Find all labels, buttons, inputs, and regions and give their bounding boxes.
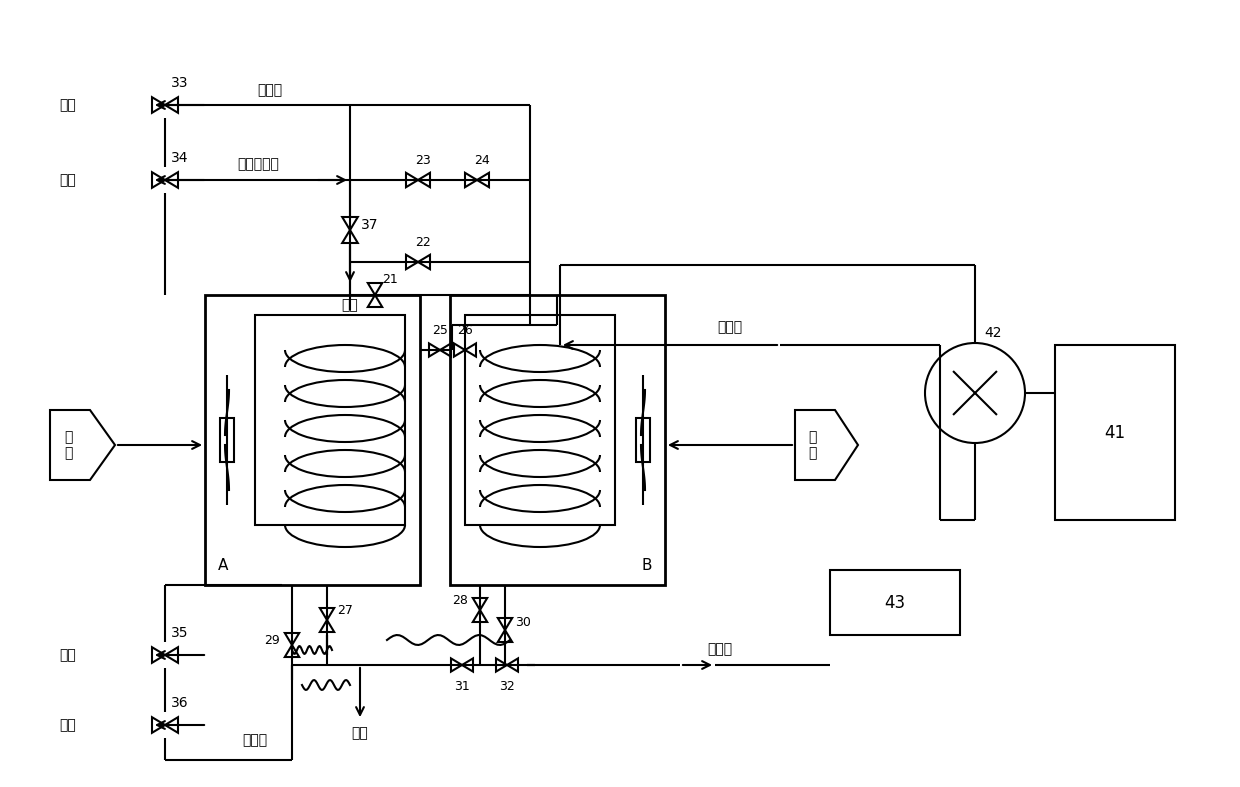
Text: 42: 42 bbox=[985, 326, 1002, 340]
Text: 排放: 排放 bbox=[342, 298, 358, 312]
Text: 空
气: 空 气 bbox=[807, 430, 816, 460]
Text: 发动机尾气: 发动机尾气 bbox=[237, 157, 279, 171]
Text: 车内: 车内 bbox=[60, 648, 77, 662]
Bar bbox=[636, 418, 650, 462]
Text: 25: 25 bbox=[432, 323, 448, 337]
Bar bbox=[830, 570, 960, 635]
Text: 36: 36 bbox=[171, 696, 188, 710]
Text: 43: 43 bbox=[884, 594, 905, 612]
Text: 33: 33 bbox=[171, 76, 188, 90]
Text: 水蒸气: 水蒸气 bbox=[708, 642, 733, 656]
Text: 41: 41 bbox=[1105, 424, 1126, 442]
Text: 室温水: 室温水 bbox=[718, 320, 743, 334]
Text: 车内: 车内 bbox=[60, 98, 77, 112]
Text: 23: 23 bbox=[415, 153, 430, 167]
Text: 22: 22 bbox=[415, 235, 430, 249]
Text: 35: 35 bbox=[171, 626, 188, 640]
Bar bbox=[255, 315, 405, 525]
Bar bbox=[205, 295, 420, 585]
Text: 30: 30 bbox=[515, 616, 531, 630]
Bar bbox=[1055, 345, 1176, 520]
Text: 29: 29 bbox=[264, 634, 280, 646]
Text: 32: 32 bbox=[500, 681, 515, 693]
Text: 排放: 排放 bbox=[352, 726, 368, 740]
Text: 28: 28 bbox=[453, 593, 467, 607]
Text: 热气管: 热气管 bbox=[243, 733, 268, 747]
Text: 车外: 车外 bbox=[60, 173, 77, 187]
Bar bbox=[219, 418, 234, 462]
Text: 24: 24 bbox=[474, 153, 490, 167]
Bar bbox=[465, 315, 615, 525]
Text: 车外: 车外 bbox=[60, 718, 77, 732]
Text: 26: 26 bbox=[458, 323, 472, 337]
Bar bbox=[450, 295, 665, 585]
Text: A: A bbox=[218, 557, 228, 572]
Text: 21: 21 bbox=[382, 272, 398, 286]
Text: 空
气: 空 气 bbox=[63, 430, 72, 460]
Text: 34: 34 bbox=[171, 151, 188, 165]
Text: 27: 27 bbox=[337, 604, 353, 616]
Text: 冷气管: 冷气管 bbox=[258, 83, 283, 97]
Text: 37: 37 bbox=[361, 218, 378, 232]
Text: 31: 31 bbox=[454, 681, 470, 693]
Text: B: B bbox=[642, 557, 652, 572]
